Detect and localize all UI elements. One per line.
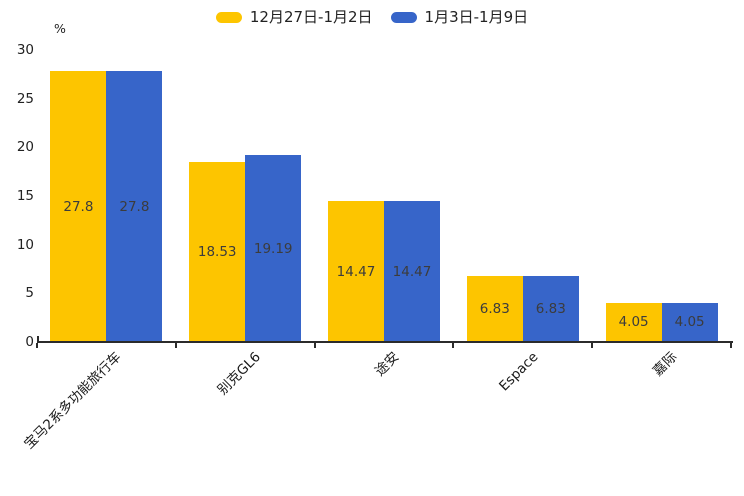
bar-value-label: 6.83: [535, 300, 566, 317]
y-tick-label-15: 15: [16, 188, 34, 204]
x-category-label-Espace: Espace: [495, 349, 542, 395]
legend-item-period-1[interactable]: 12月27日-1月2日: [215, 7, 373, 27]
bar-嘉际-series2[interactable]: [661, 302, 718, 342]
legend-label-period-2: 1月3日-1月9日: [424, 8, 529, 26]
bar-别克GL6-series2[interactable]: [245, 155, 302, 342]
x-category-label-别克GL6: 别克GL6: [214, 349, 264, 399]
x-category-label-途安: 途安: [371, 349, 403, 380]
x-axis-tick: [36, 343, 38, 348]
y-tick-label-25: 25: [16, 90, 34, 107]
y-tick-label-0: 0: [25, 334, 34, 350]
x-axis-tick: [313, 343, 316, 348]
bar-value-label: 14.47: [336, 263, 376, 280]
y-tick-label-20: 20: [16, 139, 34, 156]
bar-嘉际-series1[interactable]: [605, 302, 662, 342]
x-axis-tick: [591, 343, 594, 348]
legend: 12月27日-1月2日 1月3日-1月9日: [0, 7, 744, 27]
x-category-label-嘉际: 嘉际: [649, 349, 680, 380]
y-tick-label-10: 10: [16, 236, 34, 253]
y-tick-label-5: 5: [25, 285, 34, 302]
y-axis-unit-label: %: [54, 21, 66, 36]
bar-Espace-series1[interactable]: [466, 275, 523, 342]
legend-swatch-blue-icon: [390, 11, 417, 23]
legend-label-period-1: 12月27日-1月2日: [249, 8, 373, 26]
legend-item-period-2[interactable]: 1月3日-1月9日: [390, 7, 529, 27]
x-axis-tick: [730, 343, 732, 348]
x-axis-tick: [452, 343, 455, 348]
x-axis-line: [37, 341, 733, 343]
bar-value-label: 6.83: [479, 300, 510, 317]
bar-value-label: 4.05: [674, 314, 705, 331]
y-tick-label-30: 30: [16, 42, 34, 58]
bar-宝马2系多功能旅行车-series1[interactable]: [50, 71, 107, 342]
bar-Espace-series2[interactable]: [522, 275, 579, 342]
bar-value-label: 27.8: [119, 198, 150, 215]
x-category-label-宝马2系多功能旅行车: 宝马2系多功能旅行车: [21, 349, 125, 453]
bar-途安-series1[interactable]: [328, 201, 384, 342]
y-axis-origin-stub: [37, 336, 39, 341]
bar-别克GL6-series1[interactable]: [189, 161, 246, 342]
x-axis-tick: [174, 343, 177, 348]
bar-value-label: 14.47: [392, 263, 432, 280]
bar-value-label: 27.8: [63, 198, 94, 215]
legend-swatch-yellow-icon: [215, 11, 242, 23]
bar-value-label: 19.19: [253, 240, 293, 257]
bar-value-label: 4.05: [618, 314, 649, 331]
bar-途安-series2[interactable]: [384, 201, 440, 342]
bar-value-label: 18.53: [197, 243, 237, 260]
bar-宝马2系多功能旅行车-series2[interactable]: [106, 71, 163, 342]
